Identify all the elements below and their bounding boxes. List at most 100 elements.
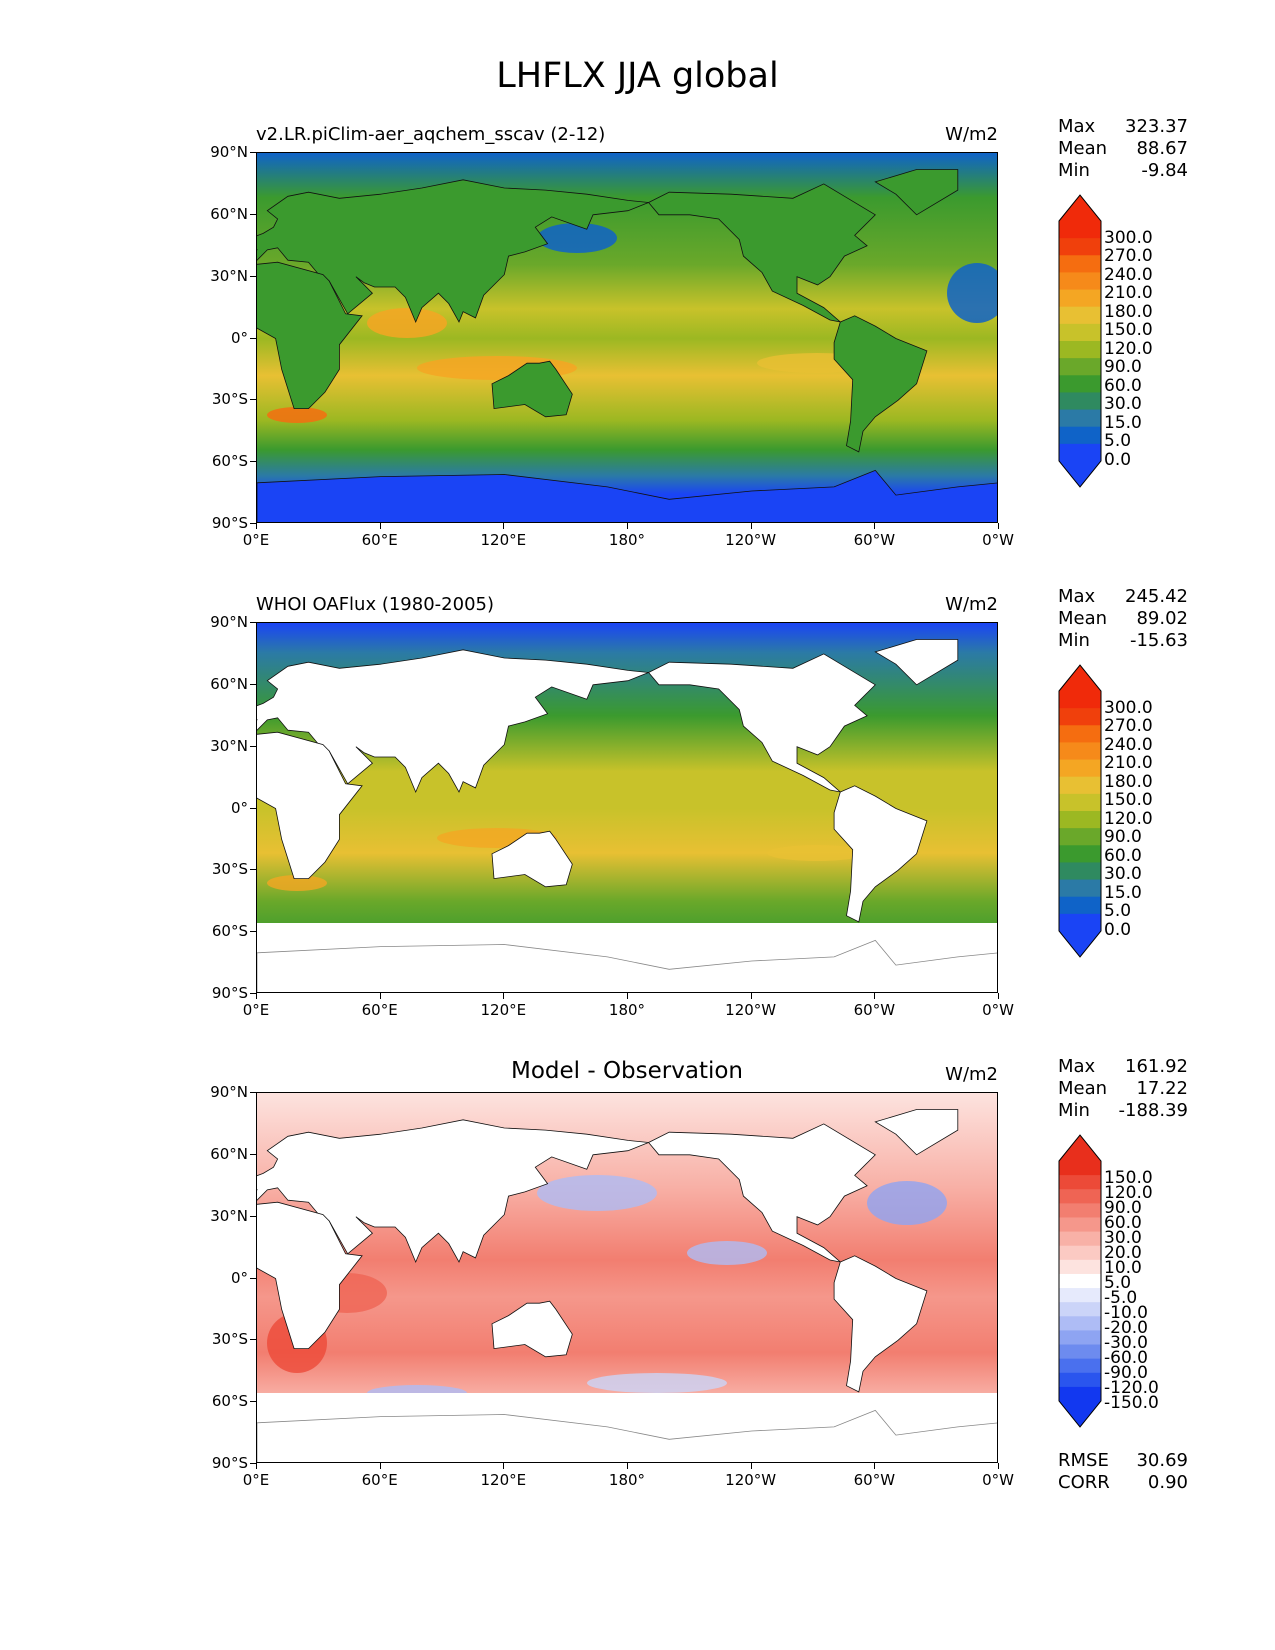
colorbar-tick-label: 150.0 [1104,320,1153,341]
australia-landmass [491,830,573,888]
colorbar-extend-max [1059,1135,1101,1161]
lon-tick [256,1463,257,1469]
greenland-landmass [874,639,959,686]
colorbar-segment [1059,793,1101,812]
panel-stats: Max 245.42 Mean 89.02 Min -15.63 [1058,586,1188,652]
greenland-landmass [874,169,959,216]
lat-tick-label: 90°N [210,143,248,161]
samerica-landmass [833,1255,928,1393]
colorbar-segment [1059,426,1101,445]
stat-value: 161.92 [1125,1056,1188,1077]
colorbar-segment [1059,238,1101,256]
stat-value: 245.42 [1125,586,1188,607]
colorbar-tick-label: 120.0 [1104,1183,1153,1203]
lat-tick-label: 90°S [211,1454,248,1472]
colorbar-segment [1059,828,1101,846]
colorbar-segment [1059,1161,1101,1176]
stat-value: -9.84 [1141,160,1188,181]
colorbar-segment [1059,1175,1101,1190]
colorbar-segment [1059,725,1101,743]
lat-tick [250,399,256,401]
stat-label: Max [1058,1056,1096,1077]
panel-stats: Max 323.37 Mean 88.67 Min -9.84 [1058,116,1188,182]
lat-tick [250,213,256,215]
colorbar-segment [1059,1372,1101,1388]
stat-label: CORR [1058,1472,1110,1493]
lon-tick [750,523,752,529]
colorbar-segment [1059,272,1101,291]
lat-tick [250,993,256,994]
colorbar-tick-label: 120.0 [1104,338,1153,359]
namerica-landmass [647,183,876,323]
eurasia-landmass [257,1119,649,1264]
lat-tick-label: 30°N [210,266,248,285]
colorbar-tick-label: -5.0 [1104,1288,1138,1308]
lon-tick [874,1463,876,1469]
stat-row: Min -15.63 [1058,630,1188,652]
map-diff [256,1092,998,1463]
lon-tick-label: 0°W [982,1001,1014,1019]
lon-tick-label: 0°W [982,531,1014,549]
lon-tick-label: 180° [608,531,646,549]
colorbar-segment [1059,1259,1101,1275]
lon-tick [998,523,999,529]
colorbar-tick-label: 240.0 [1104,734,1153,755]
colorbar-segment [1059,1288,1101,1303]
samerica-landmass [833,785,928,923]
eurasia-landmass [257,179,649,324]
lon-tick-label: 120°E [480,531,527,549]
map-model [256,152,998,523]
colorbar-tick-label: 180.0 [1104,301,1153,322]
africa-landmass [257,1201,363,1349]
lat-tick [250,745,256,747]
lat-tick [250,931,256,933]
colorbar-tick-label: 5.0 [1104,901,1132,922]
lon-tick [256,523,257,529]
panel-title: Model - Observation [510,1058,744,1084]
lon-tick-label: 0°E [242,1001,270,1019]
lat-tick-label: 90°S [211,514,248,532]
colorbar-tick-label: 240.0 [1104,264,1153,285]
colorbar-segment [1059,358,1101,376]
colorbar-segment [1059,1231,1101,1247]
lon-tick [379,1463,381,1469]
lon-tick-label: 60°W [853,1471,896,1489]
lat-tick-label: 90°N [210,613,248,631]
lon-tick-label: 60°W [853,1001,896,1019]
lat-tick [250,337,256,339]
colorbar-segment [1059,708,1101,726]
colorbar-tick-label: 300.0 [1104,698,1153,718]
lon-tick-label: 60°E [361,1471,398,1489]
stat-label: Mean [1058,1078,1108,1099]
lat-tick [250,869,256,871]
stat-row: Min -188.39 [1058,1100,1188,1122]
lat-tick-label: 0° [230,328,248,347]
lat-tick [250,1339,256,1341]
lon-tick [503,1463,505,1469]
lat-tick-label: 60°N [210,1144,248,1163]
colorbar-tick-label: -60.0 [1104,1348,1148,1368]
panel-title: v2.LR.piClim-aer_aqchem_sscav (2-12) [256,124,606,145]
lat-tick-label: 60°N [210,204,248,223]
colorbar-segment [1059,255,1101,273]
colorbar-segment [1059,1344,1101,1360]
colorbar-tick-label: 180.0 [1104,771,1153,792]
africa-landmass [257,261,363,409]
colorbar-segment [1059,1358,1101,1374]
lon-tick-label: 60°E [361,1001,398,1019]
stat-value: 323.37 [1125,116,1188,137]
antarctica-landmass [257,1409,997,1462]
lon-tick-label: 120°W [725,1001,777,1019]
colorbar-segment [1059,879,1101,898]
colorbar-tick-label: 150.0 [1104,1168,1153,1188]
colorbar-tick-label: 30.0 [1104,1228,1142,1248]
colorbar-tick-label: -20.0 [1104,1318,1148,1338]
colorbar-segment [1059,1302,1101,1317]
colorbar-tick-label: 0.0 [1104,449,1132,470]
lon-tick-label: 0°E [242,531,270,549]
stat-row: CORR 0.90 [1058,1472,1188,1494]
stat-value: 88.67 [1136,138,1188,159]
lon-tick [750,1463,752,1469]
colorbar-tick-label: -30.0 [1104,1333,1148,1353]
greenland-landmass [874,1109,959,1156]
